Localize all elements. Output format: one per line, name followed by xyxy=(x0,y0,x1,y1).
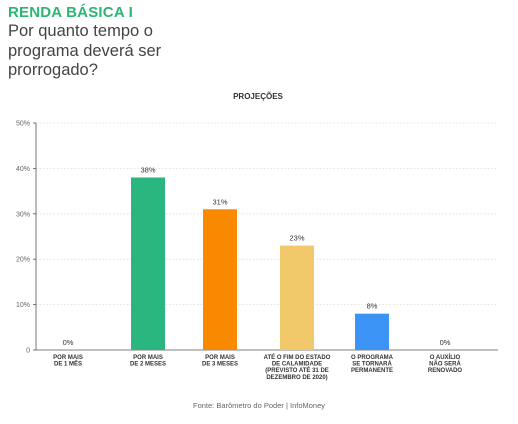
x-tick-label: O PROGRAMA SE TORNARÁ PERMANENTE xyxy=(351,355,394,374)
source-note: Fonte: Barômetro do Poder | InfoMoney xyxy=(192,401,326,410)
header-question: Por quanto tempo o programa deverá ser p… xyxy=(8,22,162,79)
x-tick-label: POR MAIS DE 3 MESES xyxy=(202,355,238,368)
data-label: 0% xyxy=(440,338,451,347)
y-tick-label: 20% xyxy=(16,257,30,264)
header-title: RENDA BÁSICA I xyxy=(8,4,134,21)
bar xyxy=(355,313,389,350)
bar xyxy=(131,177,165,350)
y-tick-label: 40% xyxy=(16,166,30,173)
bar xyxy=(203,209,237,350)
y-tick-label: 30% xyxy=(16,211,30,218)
chart-title: PROJEÇÕES xyxy=(233,92,283,101)
y-tick-label: 10% xyxy=(16,302,30,309)
x-tick-label: O AUXÍLIO NÃO SERÁ RENOVADO xyxy=(428,353,463,374)
data-label: 0% xyxy=(63,338,74,347)
data-label: 8% xyxy=(367,302,378,311)
y-tick-label: 50% xyxy=(16,121,30,128)
y-tick-label: 0 xyxy=(26,348,30,355)
bar xyxy=(280,245,314,350)
data-label: 38% xyxy=(140,165,155,174)
x-tick-label: POR MAIS DE 2 MESES xyxy=(130,355,166,368)
data-label: 23% xyxy=(289,234,304,243)
x-tick-label: ATÉ O FIM DO ESTADO DE CALAMIDADE (PREVIST… xyxy=(264,353,331,381)
x-tick-label: POR MAIS DE 1 MÊS xyxy=(53,355,83,368)
data-label: 31% xyxy=(212,197,227,206)
bar-chart: PROJEÇÕES 0 10% 20% 30% 40% 50% 0% POR MAIS DE 1 … xyxy=(16,92,498,381)
